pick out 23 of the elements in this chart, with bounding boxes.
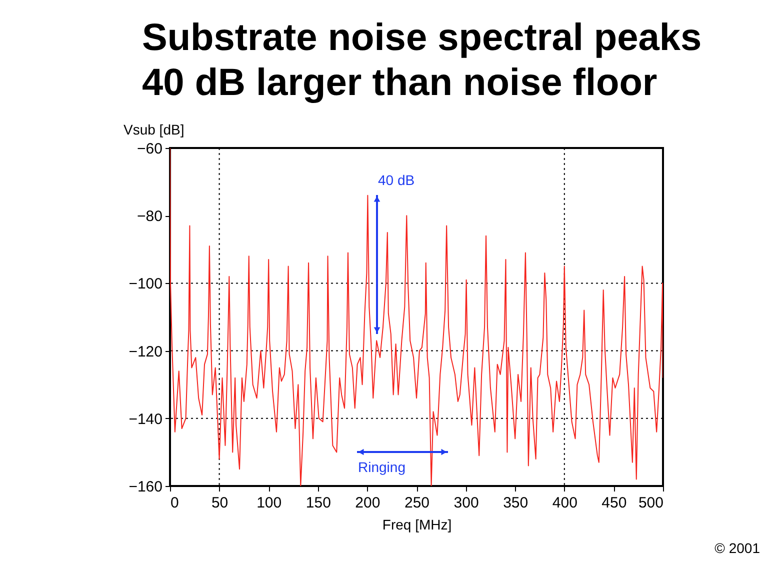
y-tick-label: −80 xyxy=(137,208,162,226)
x-tick-label: 450 xyxy=(602,494,627,512)
x-tick-label: 50 xyxy=(211,494,228,512)
annotation: Ringing xyxy=(358,459,406,475)
chart-title: Substrate noise spectral peaks 40 dB larger than noise floor xyxy=(142,17,702,104)
y-axis-title: Vsub [dB] xyxy=(124,122,184,138)
y-tick-label: −140 xyxy=(128,410,162,428)
x-tick-label: 400 xyxy=(552,494,578,512)
x-tick-label: 0 xyxy=(170,494,179,512)
y-tick-label: −100 xyxy=(128,276,162,293)
annotation: 40 dB xyxy=(378,172,415,188)
x-axis-title: Freq [MHz] xyxy=(382,516,452,532)
y-tick-label: −120 xyxy=(128,343,162,360)
y-tick-label: −60 xyxy=(137,140,162,158)
x-tick-label: 200 xyxy=(355,494,380,512)
x-tick-label: 350 xyxy=(503,494,528,512)
text: © 2001 xyxy=(714,540,760,556)
x-tick-label: 100 xyxy=(256,494,282,512)
y-tick-label: −160 xyxy=(128,478,162,496)
x-tick-label: 500 xyxy=(638,494,664,512)
x-tick-label: 150 xyxy=(306,494,331,512)
x-tick-label: 250 xyxy=(404,494,430,512)
x-tick-label: 300 xyxy=(454,494,479,512)
